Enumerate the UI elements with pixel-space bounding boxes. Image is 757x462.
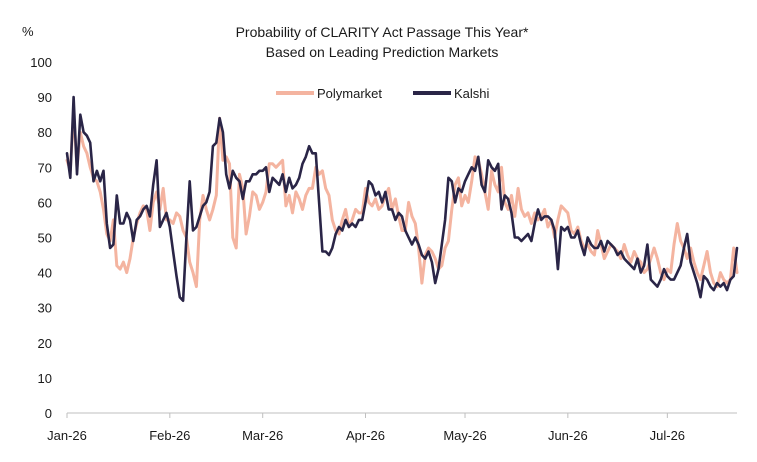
x-tick-label: Jun-26 [548, 428, 588, 443]
x-tick-label: Feb-26 [149, 428, 190, 443]
y-tick-label: 50 [38, 231, 52, 246]
x-tick-label: May-26 [443, 428, 486, 443]
series-group [65, 95, 739, 302]
y-tick-label: 90 [38, 90, 52, 105]
legend-label-kalshi: Kalshi [454, 86, 490, 101]
legend-label-polymarket: Polymarket [317, 86, 382, 101]
y-tick-label: 20 [38, 336, 52, 351]
x-tick-label: Apr-26 [346, 428, 385, 443]
y-tick-label: 70 [38, 160, 52, 175]
y-tick-label: 80 [38, 125, 52, 140]
x-tick-label: Jul-26 [650, 428, 685, 443]
y-tick-label: 10 [38, 371, 52, 386]
legend: Polymarket Kalshi [276, 86, 490, 101]
y-tick-label: 40 [38, 266, 52, 281]
y-axis-label: % [22, 24, 34, 39]
axes: 0 10 20 30 40 50 60 70 80 90 100 Jan-26 Feb-26 Mar-26… [30, 55, 737, 443]
x-tick-label: Mar-26 [242, 428, 283, 443]
y-tick-label: 100 [30, 55, 52, 70]
y-tick-label: 30 [38, 301, 52, 316]
series-line-kalshi [65, 95, 739, 302]
y-tick-label: 0 [45, 406, 52, 421]
series-line-polymarket [65, 109, 739, 289]
x-tick-label: Jan-26 [47, 428, 87, 443]
chart-subtitle: Based on Leading Prediction Markets [266, 44, 499, 60]
chart-title: Probability of CLARITY Act Passage This … [236, 24, 529, 40]
y-tick-label: 60 [38, 195, 52, 210]
